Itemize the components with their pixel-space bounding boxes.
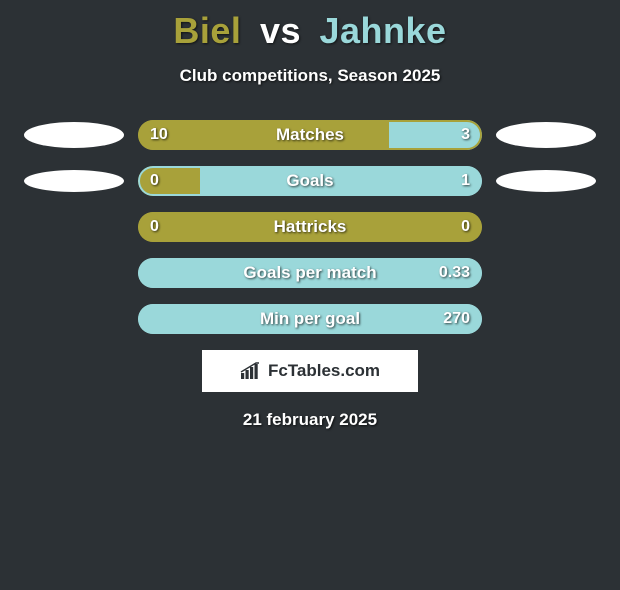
stat-bar: 0.33Goals per match (138, 258, 482, 288)
flag-left (24, 122, 124, 148)
flag-ellipse-icon (24, 122, 124, 148)
flag-right (496, 122, 596, 148)
flag-ellipse-icon (24, 170, 124, 192)
date-text: 21 february 2025 (0, 410, 620, 430)
subtitle: Club competitions, Season 2025 (0, 66, 620, 86)
stat-label: Matches (138, 120, 482, 150)
bar-chart-icon (240, 362, 262, 380)
stat-bar: 00Hattricks (138, 212, 482, 242)
flag-left (24, 170, 124, 192)
brand-text: FcTables.com (268, 361, 380, 381)
stat-rows: 103Matches 01Goals 00Hattricks 0.33Goals pe… (0, 120, 620, 334)
stat-label: Goals (138, 166, 482, 196)
title-player1: Biel (173, 10, 241, 51)
stat-row: 01Goals (0, 166, 620, 196)
flag-ellipse-icon (496, 170, 596, 192)
stat-label: Hattricks (138, 212, 482, 242)
stat-label: Goals per match (138, 258, 482, 288)
stat-row: 0.33Goals per match (0, 258, 620, 288)
brand-box: FcTables.com (202, 350, 418, 392)
stat-bar: 01Goals (138, 166, 482, 196)
title-vs: vs (260, 10, 301, 51)
title-player2: Jahnke (320, 10, 447, 51)
stat-bar: 270Min per goal (138, 304, 482, 334)
stat-bar: 103Matches (138, 120, 482, 150)
stat-label: Min per goal (138, 304, 482, 334)
stat-row: 270Min per goal (0, 304, 620, 334)
stat-row: 103Matches (0, 120, 620, 150)
page-title: Biel vs Jahnke (0, 10, 620, 52)
flag-ellipse-icon (496, 122, 596, 148)
stat-row: 00Hattricks (0, 212, 620, 242)
flag-right (496, 170, 596, 192)
